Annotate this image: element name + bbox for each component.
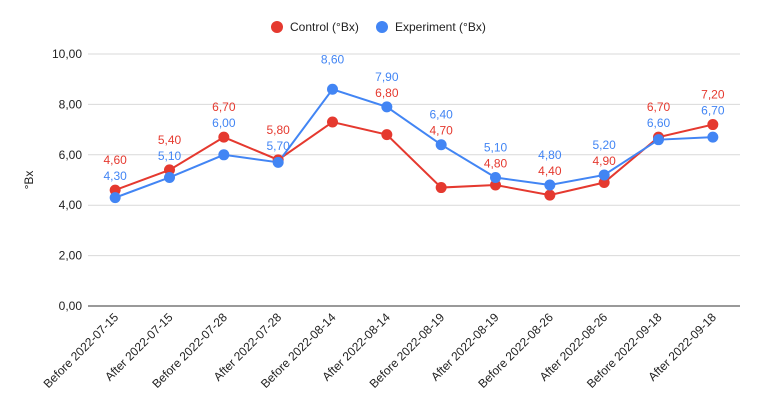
data-label-experiment: 6,40 bbox=[429, 108, 453, 122]
series-line-experiment bbox=[114, 88, 713, 199]
data-label-experiment: 6,60 bbox=[647, 116, 671, 130]
y-tick-label: 0,00 bbox=[59, 299, 83, 313]
y-tick-label: 6,00 bbox=[59, 148, 83, 162]
y-tick-label: 4,00 bbox=[59, 198, 83, 212]
data-point-control bbox=[544, 189, 556, 201]
legend-marker-control bbox=[271, 21, 283, 33]
y-tick-label: 2,00 bbox=[59, 249, 83, 263]
data-point-control bbox=[109, 184, 121, 196]
data-point-experiment bbox=[490, 171, 501, 183]
data-label-experiment: 6,00 bbox=[212, 116, 236, 130]
data-label-control: 6,80 bbox=[375, 86, 399, 100]
data-point-experiment bbox=[544, 179, 556, 191]
data-label-control: 4,90 bbox=[592, 154, 616, 168]
data-point-experiment bbox=[707, 131, 719, 143]
data-label-experiment: 5,70 bbox=[266, 139, 290, 153]
data-point-control bbox=[435, 182, 447, 194]
data-label-control: 4,70 bbox=[429, 124, 453, 138]
data-point-control bbox=[327, 116, 338, 128]
data-label-control: 6,70 bbox=[212, 100, 236, 114]
y-axis-title: °Bx bbox=[22, 171, 36, 190]
data-label-control: 4,60 bbox=[103, 153, 127, 167]
data-label-control: 6,70 bbox=[647, 100, 671, 114]
data-point-experiment bbox=[109, 192, 121, 204]
legend-label-control: Control (°Bx) bbox=[290, 20, 359, 34]
data-label-experiment: 5,10 bbox=[484, 140, 508, 154]
data-point-control bbox=[490, 179, 501, 191]
data-point-control bbox=[707, 119, 719, 131]
data-point-control bbox=[218, 131, 230, 143]
data-point-experiment bbox=[653, 134, 664, 146]
data-point-experiment bbox=[272, 156, 284, 168]
legend-marker-experiment bbox=[376, 21, 388, 33]
data-point-experiment bbox=[218, 149, 230, 161]
data-label-experiment: 8,60 bbox=[321, 52, 345, 66]
data-point-experiment bbox=[327, 83, 338, 95]
data-label-control: 4,40 bbox=[538, 164, 562, 178]
data-label-control: 4,80 bbox=[484, 156, 508, 170]
data-label-control: 5,40 bbox=[158, 133, 182, 147]
data-label-experiment: 7,90 bbox=[375, 70, 399, 84]
data-label-experiment: 4,80 bbox=[538, 148, 562, 162]
data-point-control bbox=[164, 164, 175, 176]
data-label-experiment: 5,20 bbox=[592, 138, 616, 152]
data-point-experiment bbox=[435, 139, 447, 151]
data-label-control: 5,80 bbox=[266, 123, 290, 137]
y-tick-label: 10,00 bbox=[52, 47, 82, 61]
data-point-control bbox=[381, 129, 393, 141]
y-tick-label: 8,00 bbox=[59, 97, 83, 111]
legend-label-experiment: Experiment (°Bx) bbox=[395, 20, 486, 34]
data-label-control: 7,20 bbox=[701, 88, 725, 102]
data-label-experiment: 5,10 bbox=[158, 149, 182, 163]
data-point-experiment bbox=[598, 169, 610, 181]
series-line-control bbox=[114, 120, 714, 197]
data-point-experiment bbox=[164, 171, 175, 183]
data-label-experiment: 6,70 bbox=[701, 104, 725, 118]
data-point-control bbox=[598, 177, 610, 189]
data-point-experiment bbox=[381, 101, 393, 113]
data-label-experiment: 4,30 bbox=[103, 169, 127, 183]
